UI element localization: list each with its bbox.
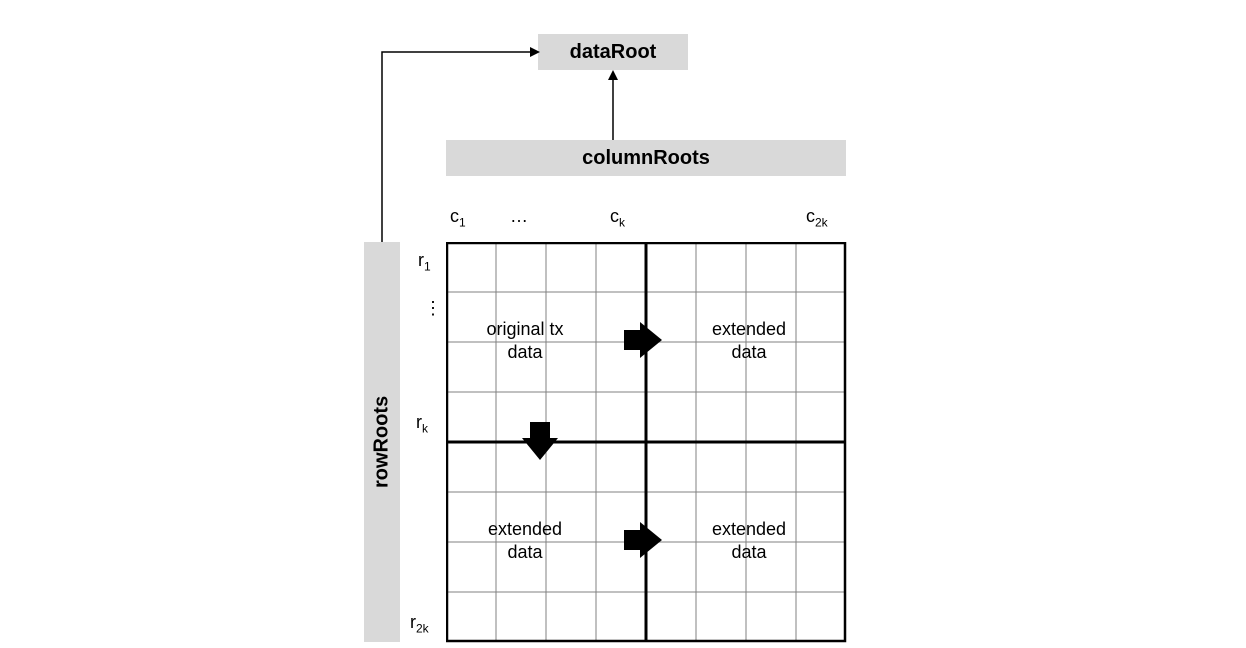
arrowhead-columnroots — [608, 70, 618, 80]
row-label-rk: rk — [416, 412, 428, 436]
col-label-ellipsis: … — [510, 206, 528, 227]
data-grid — [446, 242, 847, 643]
row-label-ellipsis: ⋮ — [424, 298, 442, 319]
arrow-right-1-icon — [624, 322, 662, 358]
arrow-down-icon — [522, 422, 558, 460]
quad-top-right-text: extended data — [694, 318, 804, 363]
quad-bottom-right-text: extended data — [694, 518, 804, 563]
quad-top-left-text: original tx data — [470, 318, 580, 363]
arrowhead-rowroots — [530, 47, 540, 57]
row-label-r2k: r2k — [410, 612, 429, 636]
col-label-c2k: c2k — [806, 206, 828, 230]
arrow-right-2-icon — [624, 522, 662, 558]
row-label-r1: r1 — [418, 250, 431, 274]
col-label-ck: ck — [610, 206, 625, 230]
quad-bottom-left-text: extended data — [470, 518, 580, 563]
col-label-c1: c1 — [450, 206, 466, 230]
